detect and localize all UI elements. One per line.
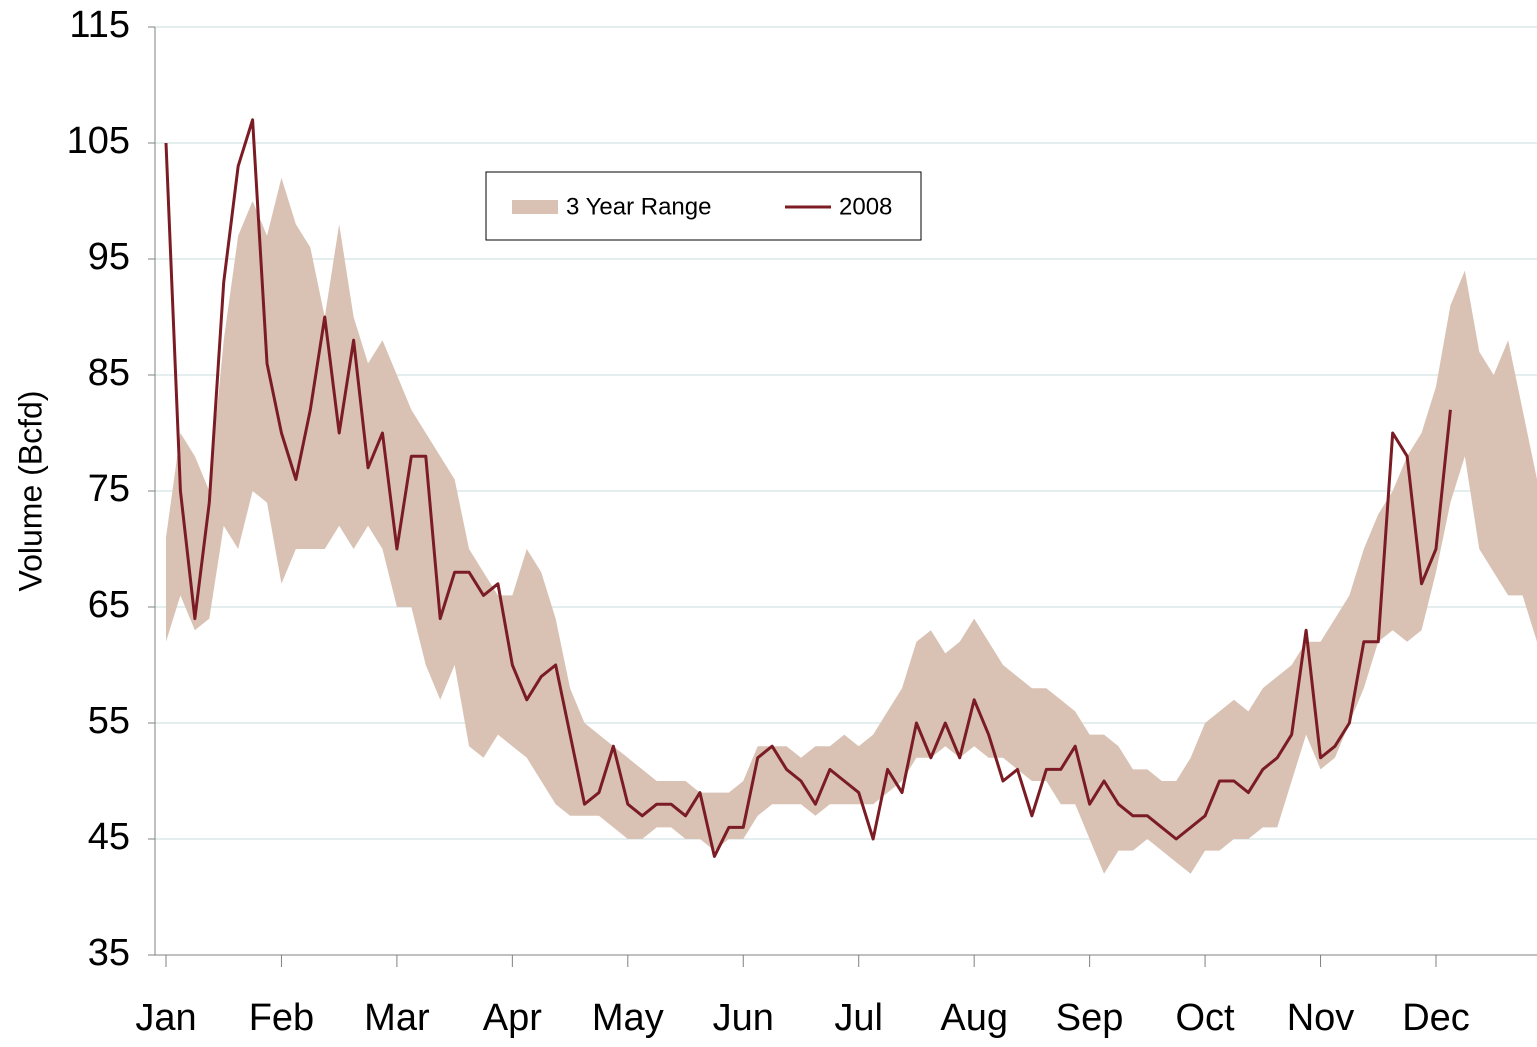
- x-tick-label: May: [592, 997, 664, 1039]
- x-tick-label: Feb: [249, 997, 314, 1039]
- x-tick-label: Jun: [713, 997, 774, 1039]
- x-tick-label: Dec: [1402, 997, 1470, 1039]
- y-tick-label: 65: [88, 584, 130, 626]
- y-tick-label: 35: [88, 932, 130, 974]
- x-tick-label: Sep: [1056, 997, 1124, 1039]
- x-tick-label: Oct: [1176, 997, 1236, 1039]
- x-tick-label: Aug: [940, 997, 1008, 1039]
- range-band: [166, 177, 1537, 874]
- y-tick-label: 75: [88, 468, 130, 510]
- y-tick-label: 55: [88, 700, 130, 742]
- x-tick-label: Nov: [1287, 997, 1355, 1039]
- legend-swatch: [512, 200, 558, 214]
- x-tick-label: Apr: [483, 997, 542, 1039]
- y-tick-label: 115: [69, 4, 130, 46]
- y-tick-label: 85: [88, 352, 130, 394]
- x-tick-label: Jul: [834, 997, 883, 1039]
- y-tick-label: 105: [67, 120, 130, 162]
- x-tick-label: Mar: [364, 997, 430, 1039]
- y-axis-label: Volume (Bcfd): [12, 391, 48, 592]
- legend-label: 2008: [839, 193, 892, 220]
- x-tick-label: Jan: [135, 997, 196, 1039]
- series-line: [164, 118, 1452, 858]
- y-tick-label: 45: [88, 816, 130, 858]
- y-tick-label: 95: [88, 236, 130, 278]
- legend-label: 3 Year Range: [566, 193, 711, 220]
- legend-box: [485, 171, 922, 241]
